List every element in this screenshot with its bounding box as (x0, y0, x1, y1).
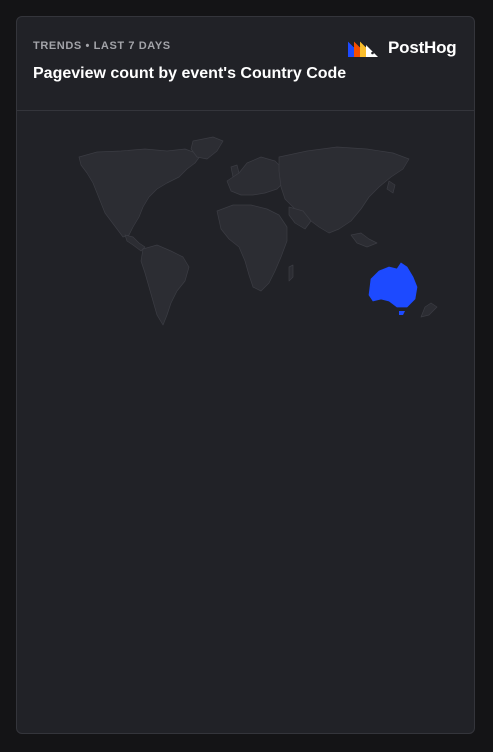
region-europe[interactable] (226, 156, 286, 196)
region-new-zealand[interactable] (420, 302, 438, 318)
region-central-america[interactable] (124, 234, 146, 252)
region-southeast-asia[interactable] (350, 232, 378, 248)
region-arabia[interactable] (288, 206, 312, 230)
region-asia[interactable] (278, 146, 410, 234)
posthog-logo: PostHog (348, 37, 457, 59)
world-map (17, 111, 474, 733)
region-uk[interactable] (230, 164, 240, 178)
insight-title: Pageview count by event's Country Code (33, 65, 347, 82)
insight-subtitle: TRENDS • LAST 7 DAYS (33, 40, 171, 52)
region-japan[interactable] (386, 180, 396, 194)
brand-name: PostHog (388, 38, 457, 57)
region-madagascar[interactable] (288, 264, 294, 282)
region-north-america[interactable] (78, 148, 202, 238)
region-tasmania[interactable] (399, 311, 405, 315)
world-map-svg (78, 136, 438, 326)
posthog-hedgehog-icon (348, 40, 378, 57)
insight-card: TRENDS • LAST 7 DAYS Pageview count by e… (16, 16, 475, 734)
region-africa[interactable] (216, 204, 288, 292)
region-south-america[interactable] (140, 244, 190, 326)
region-greenland[interactable] (190, 136, 224, 160)
insight-header: TRENDS • LAST 7 DAYS Pageview count by e… (17, 17, 474, 111)
region-australia[interactable] (368, 262, 418, 308)
